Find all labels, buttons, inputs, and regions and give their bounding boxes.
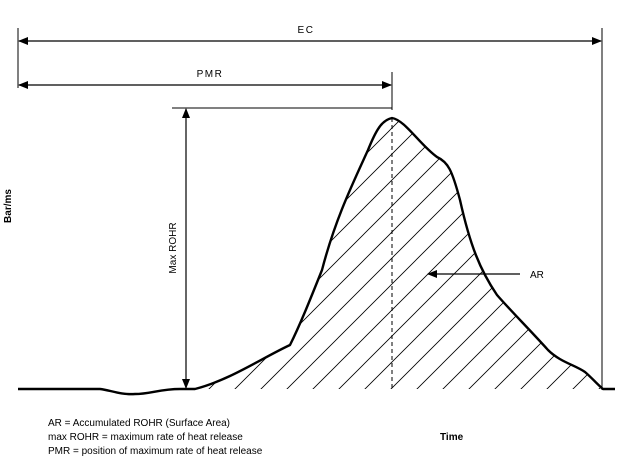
ar-label: AR	[530, 270, 544, 281]
ar-hatched-area	[195, 118, 603, 389]
ec-label: EC	[298, 25, 315, 36]
y-axis-label: Bar/ms	[3, 189, 14, 223]
legend-line-max-rohr: max ROHR = maximum rate of heat release	[48, 432, 243, 443]
max-rohr-label: Max ROHR	[168, 222, 179, 273]
rohr-curve	[18, 116, 615, 396]
legend-line-pmr: PMR = position of maximum rate of heat r…	[48, 446, 263, 457]
legend-line-ar: AR = Accumulated ROHR (Surface Area)	[48, 418, 230, 429]
pmr-label: PMR	[197, 69, 224, 80]
x-axis-label: Time	[440, 432, 464, 443]
